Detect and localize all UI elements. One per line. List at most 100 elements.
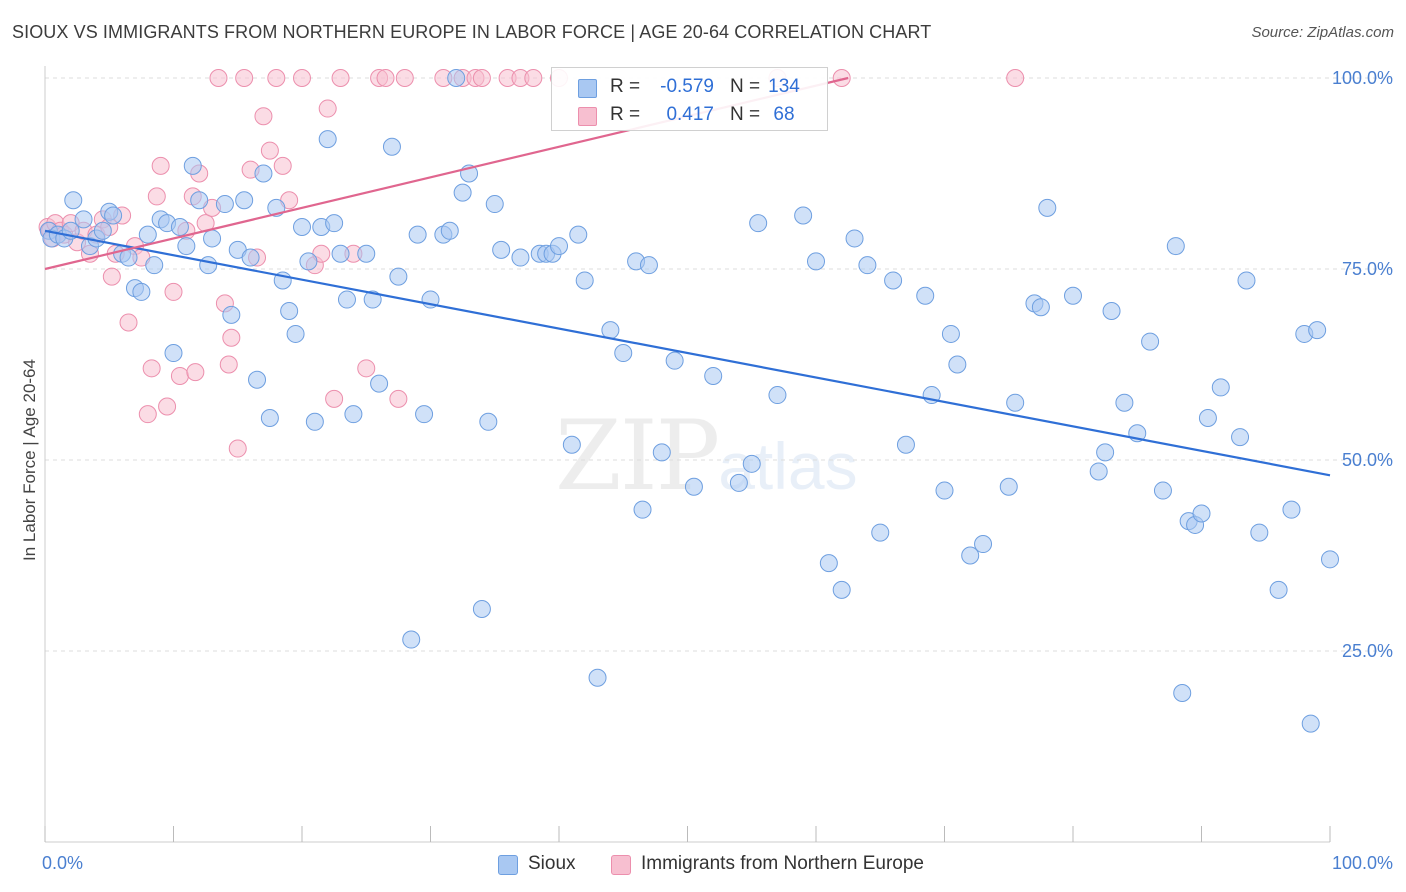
sioux-point <box>1250 523 1269 542</box>
sioux-point <box>575 271 594 290</box>
sioux-point <box>974 535 993 554</box>
sioux-legend-swatch <box>498 855 518 875</box>
northern-europe-point <box>267 69 286 87</box>
sioux-point <box>704 366 723 385</box>
sioux-point <box>1269 580 1288 599</box>
sioux-point <box>74 210 93 229</box>
sioux-point <box>871 523 890 542</box>
sioux-point <box>1031 298 1050 317</box>
sioux-point <box>633 500 652 519</box>
northern-europe-point <box>260 141 279 160</box>
sioux-point <box>1102 302 1121 321</box>
northern-europe-point <box>158 397 177 416</box>
northern-europe-point <box>395 69 414 87</box>
northern-europe-point <box>219 355 238 374</box>
sioux-point <box>389 267 408 286</box>
northern-europe-point <box>170 366 189 385</box>
sioux-point <box>331 244 350 263</box>
sioux-point <box>145 256 164 275</box>
sioux-point <box>845 229 864 248</box>
n-value-northern-europe: 68 <box>773 104 795 125</box>
sioux-point <box>807 252 825 271</box>
sioux-point <box>1089 462 1108 481</box>
sioux-point <box>1153 481 1172 500</box>
chart-title: SIOUX VS IMMIGRANTS FROM NORTHERN EUROPE… <box>12 22 932 42</box>
sioux-point <box>729 473 748 492</box>
sioux-point <box>235 191 254 210</box>
sioux-point <box>1231 428 1250 447</box>
sioux-point <box>177 237 196 256</box>
sioux-point <box>639 256 658 275</box>
sioux-point <box>440 221 459 240</box>
n-label: N = <box>730 76 761 97</box>
sioux-point <box>1282 500 1301 519</box>
y-tick-label-3: 100.0% <box>1332 68 1393 88</box>
sioux-point <box>286 324 305 343</box>
sioux-point <box>280 302 299 321</box>
sioux-point <box>325 214 344 233</box>
sioux-point <box>999 477 1018 496</box>
northern-europe-point <box>389 389 408 408</box>
sioux-point <box>199 256 218 275</box>
northern-europe-point <box>376 69 395 87</box>
northern-europe-point <box>147 187 166 206</box>
sioux-point <box>248 370 267 389</box>
sioux-point <box>183 156 202 175</box>
sioux-point <box>858 256 877 275</box>
r-label: R = <box>610 104 641 125</box>
sioux-point <box>402 630 421 649</box>
northern-europe-point <box>273 156 292 175</box>
northern-europe-point <box>325 389 344 408</box>
y-tick-label-0: 25.0% <box>1342 641 1393 661</box>
r-value-northern-europe: 0.417 <box>666 104 714 125</box>
legend-label-northern-europe: Immigrants from Northern Europe <box>641 853 924 874</box>
sioux-point <box>948 355 967 374</box>
sioux-point <box>472 599 491 618</box>
northern-europe-point <box>331 69 350 87</box>
sioux-point <box>1096 443 1115 462</box>
sioux-point <box>357 244 376 263</box>
sioux-point <box>896 435 915 454</box>
sioux-point <box>104 206 123 225</box>
y-tick-label-2: 75.0% <box>1342 259 1393 279</box>
sioux-point <box>408 225 427 244</box>
sioux-point <box>794 206 813 225</box>
sioux-point <box>299 252 318 271</box>
sioux-point <box>832 580 851 599</box>
sioux-point <box>485 195 504 214</box>
sioux-point <box>363 290 382 309</box>
sioux-point <box>1006 393 1025 412</box>
sioux-point <box>190 191 209 210</box>
sioux-point <box>1115 393 1134 412</box>
sioux-point <box>588 668 607 687</box>
sioux-point <box>370 374 389 393</box>
sioux-point <box>684 477 703 496</box>
sioux-point <box>511 248 530 267</box>
sioux-point <box>382 137 401 156</box>
northern-europe-point <box>254 107 273 126</box>
northern-europe-point <box>164 282 183 301</box>
sioux-point <box>293 217 311 236</box>
sioux-point <box>492 240 511 259</box>
sioux-point <box>1038 198 1057 217</box>
sioux-point <box>1308 321 1327 340</box>
sioux-point <box>254 164 273 183</box>
y-tick-label-1: 50.0% <box>1342 450 1393 470</box>
sioux-point <box>768 386 787 405</box>
sioux-point <box>601 321 620 340</box>
sioux-point <box>569 225 588 244</box>
northern-europe-point <box>119 313 138 332</box>
sioux-point <box>453 183 472 202</box>
northern-europe-point <box>228 439 247 458</box>
sioux-point <box>1237 271 1256 290</box>
sioux-point <box>749 214 768 233</box>
sioux-point <box>916 286 935 305</box>
sioux-point <box>215 195 234 214</box>
northern-europe-point <box>235 69 254 87</box>
sioux-point <box>562 435 581 454</box>
n-label: N = <box>730 104 761 125</box>
legend-row-northern-europe: R = 0.417 N = 68 <box>552 100 827 130</box>
series-legend: Sioux Immigrants from Northern Europe <box>0 851 1406 879</box>
sioux-point <box>138 225 157 244</box>
